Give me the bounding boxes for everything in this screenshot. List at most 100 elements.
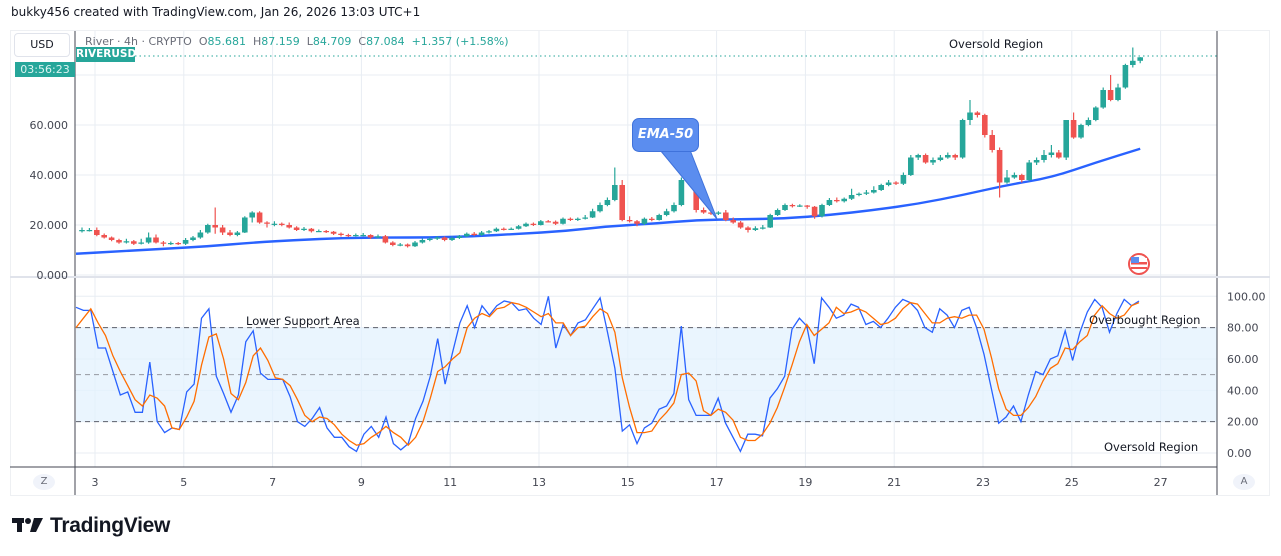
candle-body xyxy=(560,218,566,224)
candle-body xyxy=(168,243,174,245)
candle xyxy=(79,227,85,233)
candle-body xyxy=(523,223,529,227)
candle-body xyxy=(819,205,825,217)
candle-body xyxy=(715,212,722,214)
candle-body xyxy=(308,228,315,232)
time-tick-label: 7 xyxy=(269,476,276,489)
candle-body xyxy=(1056,152,1062,158)
candle-body xyxy=(900,175,907,184)
candle-body xyxy=(1100,90,1106,108)
candle-body xyxy=(634,221,640,224)
candle xyxy=(256,211,263,224)
candle xyxy=(871,186,877,194)
candle-body xyxy=(175,243,181,245)
candle xyxy=(604,197,611,207)
candle xyxy=(390,241,396,247)
candle xyxy=(153,234,159,244)
candle xyxy=(367,234,374,239)
candle xyxy=(959,118,966,159)
candle xyxy=(930,157,936,165)
candle xyxy=(1019,173,1025,183)
candle xyxy=(456,235,463,239)
candle-body xyxy=(493,228,500,232)
bar-countdown: 03:56:23 xyxy=(15,62,75,77)
symbol-info[interactable]: River · 4h · CRYPTO xyxy=(85,35,192,48)
time-tick-label: 23 xyxy=(976,476,990,489)
time-tick-label: 5 xyxy=(180,476,187,489)
candle-body xyxy=(1137,57,1143,61)
candle xyxy=(108,236,115,242)
candle xyxy=(353,233,359,237)
us-flag-event-icon[interactable] xyxy=(1128,253,1150,275)
candle-body xyxy=(1093,107,1099,120)
candle xyxy=(767,213,773,228)
candle-body xyxy=(945,155,951,158)
candle-body xyxy=(486,231,492,233)
candle-body xyxy=(515,226,522,229)
candle xyxy=(848,188,855,200)
candle xyxy=(271,221,278,227)
candle xyxy=(234,231,241,237)
candle-body xyxy=(242,217,248,233)
candle-body xyxy=(974,112,981,115)
candle xyxy=(908,155,914,176)
candle-body xyxy=(1085,120,1092,125)
candle xyxy=(552,220,559,225)
candle xyxy=(545,220,551,223)
overbought-region-label: Overbought Region xyxy=(1089,313,1200,327)
candle xyxy=(589,208,596,218)
candle-body xyxy=(375,236,381,238)
candle xyxy=(190,236,196,242)
ema-callout-pointer xyxy=(658,149,718,220)
candle xyxy=(789,203,796,208)
candle xyxy=(219,225,226,235)
candle xyxy=(797,204,803,207)
candle-body xyxy=(323,231,329,233)
price-tick-label: 60.000 xyxy=(30,119,69,132)
candle xyxy=(656,213,662,221)
candle xyxy=(715,211,722,215)
candle xyxy=(338,232,344,237)
candle xyxy=(464,232,470,237)
candle xyxy=(834,197,840,203)
candle-body xyxy=(86,230,93,232)
candle-body xyxy=(1011,175,1018,178)
candle-body xyxy=(464,233,470,237)
tradingview-logo: TradingView xyxy=(12,514,170,540)
candle-body xyxy=(856,193,862,195)
candle-body xyxy=(723,212,729,220)
candle-body xyxy=(382,236,389,243)
candle xyxy=(293,226,300,231)
candle-body xyxy=(878,185,884,190)
candle-body xyxy=(286,225,292,228)
candle-body xyxy=(804,205,810,207)
candle-body xyxy=(959,120,966,158)
zoom-reset-button[interactable]: Z xyxy=(33,474,55,490)
candle xyxy=(116,238,122,244)
candle xyxy=(782,203,788,211)
candle xyxy=(575,217,581,221)
candle-body xyxy=(782,205,788,210)
candle xyxy=(515,225,522,230)
candle xyxy=(819,203,825,218)
candle xyxy=(1093,106,1099,122)
candle xyxy=(182,238,189,245)
candle xyxy=(893,181,899,185)
candle-body xyxy=(848,195,855,199)
candle xyxy=(1056,150,1062,159)
candle xyxy=(678,177,685,207)
candle-body xyxy=(612,185,618,200)
candle xyxy=(937,155,944,162)
currency-button[interactable]: USD xyxy=(14,33,70,57)
candle xyxy=(449,236,455,241)
ema50-layer xyxy=(75,147,1141,255)
candle xyxy=(330,231,337,235)
candle xyxy=(952,153,958,160)
candle-body xyxy=(256,212,263,223)
candle-body xyxy=(619,185,625,220)
auto-scale-button[interactable]: A xyxy=(1233,474,1255,490)
candle xyxy=(745,226,751,233)
candle-body xyxy=(1107,90,1114,100)
candle xyxy=(1137,57,1143,64)
